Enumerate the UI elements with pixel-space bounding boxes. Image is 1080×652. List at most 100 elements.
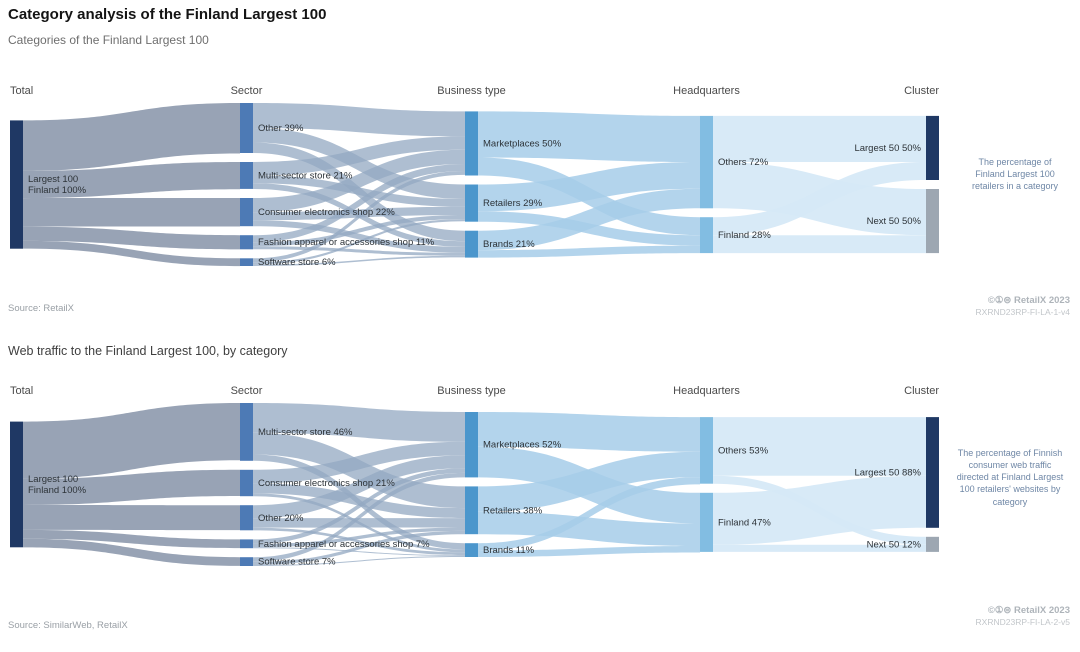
flow-retailers-to-others [478, 162, 700, 212]
flow-marketplaces-to-others [478, 111, 700, 162]
credit-block-web-traffic: ©①⊜ RetailX 2023 RXRND23RP-FI-LA-2-v5 [976, 605, 1070, 627]
flow-consumer-electronics-shop-to-marketplaces [253, 149, 465, 213]
node-label-retailers: Retailers 38% [483, 505, 543, 516]
node-finland [700, 217, 713, 254]
flow-software-store-to-brands [253, 556, 465, 566]
flow-fashion-apparel-or-accessories-shop-to-marketplaces [253, 164, 465, 243]
flow-largest-100-finland-to-software-store [23, 538, 240, 566]
flow-largest-100-finland-to-consumer-electronics-shop [23, 469, 240, 505]
column-header-headquarters: Headquarters [673, 85, 740, 97]
node-others [700, 417, 713, 484]
node-next-50 [926, 536, 939, 552]
flow-largest-100-finland-to-software-store [23, 240, 240, 267]
column-header-sector: Sector [231, 385, 263, 397]
node-finland [700, 492, 713, 552]
node-label-marketplaces: Marketplaces 52% [483, 440, 562, 451]
node-label-line: Largest 100 [28, 174, 78, 185]
node-next-50 [926, 189, 939, 254]
flow-fashion-apparel-or-accessories-shop-to-marketplaces [253, 468, 465, 544]
column-header-cluster: Cluster [904, 385, 939, 397]
flow-software-store-to-marketplaces [253, 472, 465, 562]
flow-software-store-to-marketplaces [253, 171, 465, 263]
node-label-marketplaces: Marketplaces 50% [483, 138, 562, 149]
flow-consumer-electronics-shop-to-retailers [253, 206, 465, 221]
node-label-largest-100-finland: Largest 100 Finland 100% [28, 474, 87, 496]
flow-brands-to-finland [478, 245, 700, 258]
flow-others-to-largest-50 [713, 115, 926, 162]
node-marketplaces [465, 412, 478, 478]
node-others [700, 115, 713, 209]
node-label-next-50: Next 50 12% [867, 539, 922, 550]
flow-retailers-to-finland [478, 511, 700, 546]
report-code-web-traffic: RXRND23RP-FI-LA-2-v5 [975, 617, 1070, 627]
node-multi-sector-store [240, 162, 253, 189]
flow-consumer-electronics-shop-to-retailers [253, 483, 465, 519]
node-label-multi-sector-store: Multi-sector store 21% [258, 171, 353, 182]
node-largest-100-finland [10, 421, 23, 548]
flow-others-to-largest-50 [713, 417, 926, 476]
node-largest-100-finland [10, 120, 23, 249]
section-title-web-traffic: Web traffic to the Finland Largest 100, … [8, 344, 288, 358]
page-subtitle: Categories of the Finland Largest 100 [8, 33, 209, 47]
node-retailers [465, 184, 478, 222]
flow-multi-sector-store-to-marketplaces [253, 403, 465, 442]
node-fashion-apparel-or-accessories-shop [240, 235, 253, 250]
column-header-headquarters: Headquarters [673, 385, 740, 397]
node-label-brands: Brands 21% [483, 239, 535, 250]
sankey-flows [23, 403, 926, 566]
flow-retailers-to-others [478, 451, 700, 512]
node-consumer-electronics-shop [240, 198, 253, 227]
node-label-line: Finland 100% [28, 185, 87, 196]
flow-consumer-electronics-shop-to-marketplaces [253, 441, 465, 484]
node-fashion-apparel-or-accessories-shop [240, 539, 253, 549]
flow-multi-sector-store-to-marketplaces [253, 136, 465, 176]
node-label-largest-50: Largest 50 88% [854, 468, 921, 479]
annotation-categories: The percentage of Finland Largest 100 re… [971, 157, 1059, 192]
node-label-finland: Finland 28% [718, 230, 771, 241]
node-label-consumer-electronics-shop: Consumer electronics shop 22% [258, 207, 395, 218]
node-largest-50 [926, 417, 939, 528]
flow-fashion-apparel-or-accessories-shop-to-brands [253, 246, 465, 256]
flow-largest-100-finland-to-consumer-electronics-shop [23, 198, 240, 227]
sankey-chart-categories: Largest 100 Finland 100% Other 39% Multi-se… [10, 85, 939, 268]
node-label-others: Others 72% [718, 157, 769, 168]
column-header-total: Total [10, 385, 33, 397]
node-label-consumer-electronics-shop: Consumer electronics shop 21% [258, 478, 395, 489]
node-label-line: Finland 100% [28, 485, 87, 496]
flow-multi-sector-store-to-retailers [253, 432, 465, 509]
node-software-store [240, 258, 253, 266]
node-brands [465, 543, 478, 557]
flow-finland-to-next-50 [713, 235, 926, 254]
node-label-software-store: Software store 7% [258, 557, 336, 568]
node-label-fashion-apparel-or-accessories-shop: Fashion apparel or accessories shop 11% [258, 237, 435, 248]
sankey-labels: Largest 100 Finland 100% Multi-sector stor… [10, 385, 939, 568]
node-label-line: Largest 100 [28, 474, 78, 485]
node-label-largest-100-finland: Largest 100 Finland 100% [28, 174, 87, 196]
node-other [240, 103, 253, 153]
flow-fashion-apparel-or-accessories-shop-to-brands [253, 547, 465, 556]
flow-finland-to-next-50 [713, 544, 926, 552]
flow-largest-100-finland-to-fashion-apparel-or-accessories-shop [23, 226, 240, 250]
column-header-total: Total [10, 85, 33, 97]
flow-finland-to-largest-50 [713, 162, 926, 236]
node-label-other: Other 39% [258, 123, 304, 134]
node-brands [465, 230, 478, 258]
node-consumer-electronics-shop [240, 469, 253, 497]
annotation-web-traffic: The percentage of Finnish consumer web t… [956, 448, 1064, 507]
sankey-nodes [10, 103, 939, 266]
flow-fashion-apparel-or-accessories-shop-to-retailers [253, 527, 465, 548]
flow-largest-100-finland-to-multi-sector-store [23, 162, 240, 199]
flow-other-to-retailers [253, 518, 465, 528]
report-code-categories: RXRND23RP-FI-LA-1-v4 [975, 307, 1070, 317]
flow-other-to-brands [253, 527, 465, 556]
flow-brands-to-others [478, 477, 700, 551]
flow-other-to-marketplaces [253, 455, 465, 519]
page-title: Category analysis of the Finland Largest… [8, 6, 327, 23]
flow-finland-to-largest-50 [713, 475, 926, 545]
sankey-flows [23, 103, 926, 267]
column-header-business-type: Business type [437, 85, 505, 97]
node-software-store [240, 557, 253, 566]
flow-other-to-marketplaces [253, 103, 465, 137]
column-header-sector: Sector [231, 85, 263, 97]
flow-multi-sector-store-to-retailers [253, 175, 465, 207]
